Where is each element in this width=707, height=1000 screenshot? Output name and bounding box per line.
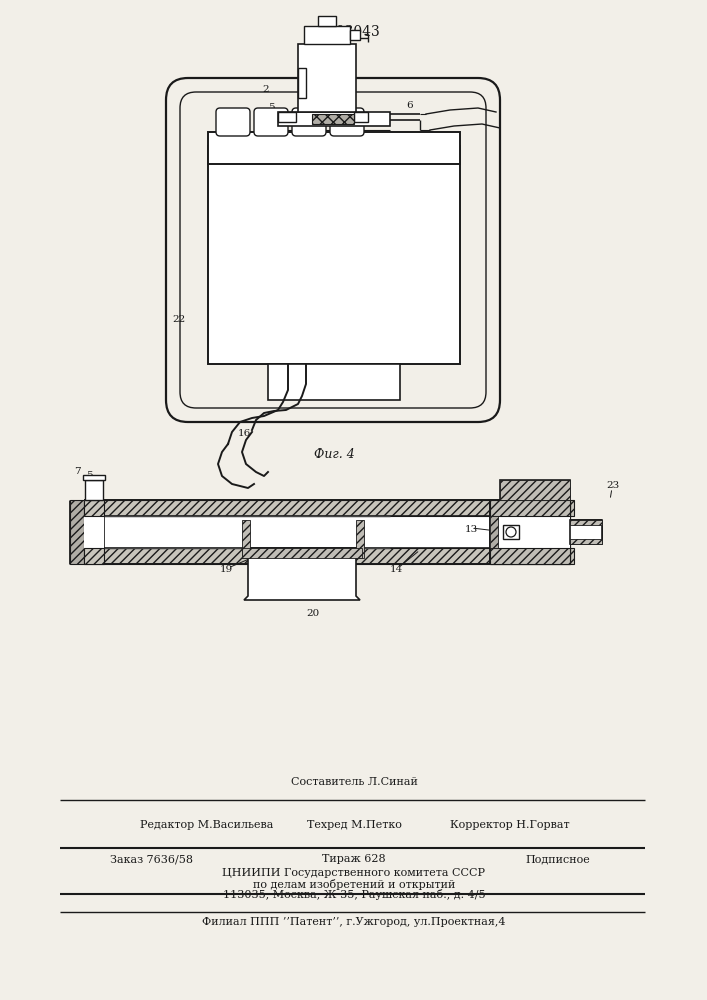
Bar [278, 112, 296, 122]
Bar [298, 44, 356, 112]
Bar [356, 520, 364, 558]
Text: Составитель Л.Синай: Составитель Л.Синай [291, 777, 417, 787]
Text: 15: 15 [274, 566, 287, 574]
Text: Техред М.Петко: Техред М.Петко [307, 820, 402, 830]
Bar [500, 480, 570, 500]
Bar [84, 516, 560, 548]
Text: 703043: 703043 [327, 25, 380, 39]
Text: Редактор М.Васильева: Редактор М.Васильева [140, 820, 274, 830]
FancyBboxPatch shape [330, 108, 364, 136]
Bar [490, 548, 570, 564]
Text: 20: 20 [263, 133, 276, 142]
Text: 21: 21 [352, 120, 365, 129]
Bar [84, 500, 104, 516]
PathPatch shape [242, 548, 362, 600]
Bar [268, 364, 400, 400]
FancyBboxPatch shape [216, 108, 250, 136]
Text: Фиг. 5: Фиг. 5 [290, 576, 330, 588]
Text: Филиал ППП ’’Патент’’, г.Ужгород, ул.Проектная,4: Филиал ППП ’’Патент’’, г.Ужгород, ул.Про… [202, 917, 506, 927]
Bar [312, 114, 354, 124]
Bar [490, 500, 570, 564]
Bar [84, 500, 574, 516]
Bar [570, 520, 602, 525]
Bar [83, 475, 105, 480]
Bar [350, 30, 360, 40]
Bar [500, 480, 570, 500]
Bar [318, 16, 336, 26]
Text: 2: 2 [262, 86, 269, 95]
Bar [208, 132, 460, 164]
Bar [503, 525, 519, 539]
Text: 4: 4 [308, 566, 315, 574]
Bar [242, 548, 362, 558]
Text: 113035, Москва, Ж-35, Раушская наб., д. 4/5: 113035, Москва, Ж-35, Раушская наб., д. … [223, 890, 485, 900]
Bar [490, 500, 570, 516]
FancyBboxPatch shape [254, 108, 288, 136]
Bar [84, 548, 104, 564]
Text: 5: 5 [86, 472, 93, 481]
Bar [70, 500, 84, 564]
Text: Подписное: Подписное [525, 854, 590, 864]
Text: 16: 16 [238, 430, 251, 438]
FancyBboxPatch shape [292, 108, 326, 136]
Bar [354, 112, 368, 122]
Bar [570, 520, 602, 544]
Text: Тираж 628: Тираж 628 [322, 854, 386, 864]
Bar [490, 516, 570, 548]
Bar [490, 516, 498, 548]
Text: по делам изобретений и открытий: по делам изобретений и открытий [253, 879, 455, 890]
Bar [85, 480, 103, 500]
Text: ЦНИИПИ Государственного комитета СССР: ЦНИИПИ Государственного комитета СССР [223, 868, 486, 878]
Text: 22: 22 [172, 316, 185, 324]
Text: 8: 8 [506, 482, 513, 490]
Bar [570, 539, 602, 544]
Bar [298, 68, 306, 98]
Text: Фиг. 4: Фиг. 4 [314, 448, 354, 462]
Text: 14: 14 [390, 566, 403, 574]
Text: Корректор Н.Горват: Корректор Н.Горват [450, 820, 570, 830]
Bar [84, 500, 104, 564]
Bar [278, 112, 390, 126]
Text: 6: 6 [406, 102, 413, 110]
Text: 13: 13 [465, 526, 478, 534]
Text: 3: 3 [398, 147, 404, 156]
Bar [304, 26, 350, 44]
Bar [84, 548, 574, 564]
Text: 5: 5 [268, 103, 274, 111]
Text: Заказ 7636/58: Заказ 7636/58 [110, 854, 193, 864]
Text: 8: 8 [98, 504, 105, 512]
Text: 4: 4 [368, 113, 375, 122]
Text: 7: 7 [74, 468, 81, 477]
Text: 19: 19 [220, 566, 233, 574]
Text: 23: 23 [606, 482, 619, 490]
Bar [242, 520, 250, 558]
Text: 1: 1 [430, 235, 437, 245]
Bar [208, 146, 460, 364]
Text: 20: 20 [306, 609, 320, 618]
